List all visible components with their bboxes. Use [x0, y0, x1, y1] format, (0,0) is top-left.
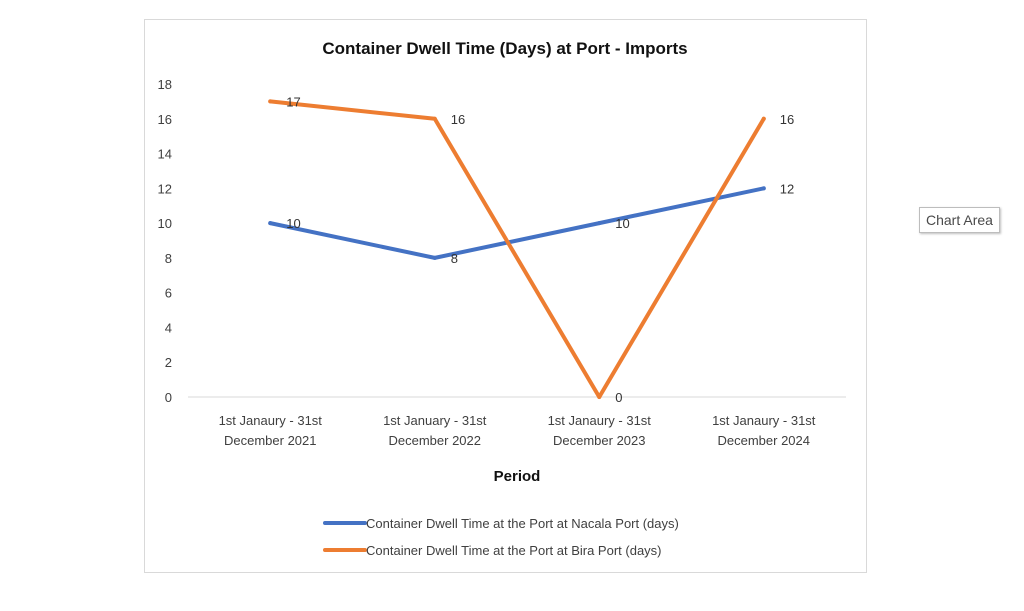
chart-area-tooltip: Chart Area — [919, 207, 1000, 233]
data-label: 8 — [451, 251, 458, 266]
x-tick-label-line: 1st Janaury - 31st — [548, 413, 652, 428]
x-tick-label-line: December 2022 — [389, 433, 482, 448]
legend: Container Dwell Time at the Port at Naca… — [323, 516, 679, 558]
data-point[interactable] — [268, 221, 273, 226]
data-label: 17 — [286, 94, 300, 109]
data-label: 10 — [615, 216, 629, 231]
data-point[interactable] — [432, 116, 437, 121]
y-tick-label: 4 — [165, 320, 172, 335]
data-label: 0 — [615, 390, 622, 405]
data-label: 16 — [780, 112, 794, 127]
data-point[interactable] — [597, 221, 602, 226]
x-tick-label: 1st Janaury - 31st December 2023 — [548, 413, 652, 448]
y-tick-label: 0 — [165, 390, 172, 405]
x-tick-label-line: December 2024 — [718, 433, 811, 448]
x-tick-label-line: 1st Janaury - 31st — [712, 413, 816, 428]
y-tick-label: 2 — [165, 355, 172, 370]
series-line-2[interactable] — [268, 99, 766, 399]
x-tick-label: 1st Janaury - 31st December 2024 — [712, 413, 816, 448]
x-tick-label: 1st Janaury - 31st December 2021 — [219, 413, 323, 448]
data-point[interactable] — [597, 395, 602, 399]
x-axis-title: Period — [494, 468, 541, 485]
legend-label: Container Dwell Time at the Port at Naca… — [366, 516, 679, 531]
data-label: 16 — [451, 112, 465, 127]
x-tick-label-line: December 2021 — [224, 433, 317, 448]
x-tick-label-line: 1st Janaury - 31st — [219, 413, 323, 428]
x-axis: 1st Janaury - 31st December 2021 1st Janua… — [219, 413, 816, 448]
x-tick-label: 1st January - 31st December 2022 — [383, 413, 487, 448]
data-point[interactable] — [268, 99, 273, 104]
series-line-1[interactable] — [268, 186, 766, 260]
data-label: 12 — [780, 181, 794, 196]
data-point[interactable] — [761, 116, 766, 121]
data-labels: 10 8 10 12 17 16 0 16 — [286, 94, 794, 405]
y-axis: 0 2 4 6 8 10 12 14 16 18 — [158, 77, 172, 405]
y-tick-label: 6 — [165, 286, 172, 301]
series-layer — [268, 99, 766, 399]
y-tick-label: 14 — [158, 147, 172, 162]
y-tick-label: 16 — [158, 112, 172, 127]
y-tick-label: 18 — [158, 77, 172, 92]
y-tick-label: 10 — [158, 216, 172, 231]
chart-area[interactable] — [144, 19, 867, 573]
x-tick-label-line: 1st January - 31st — [383, 413, 487, 428]
y-tick-label: 8 — [165, 251, 172, 266]
legend-label: Container Dwell Time at the Port at Bira… — [366, 543, 662, 558]
x-tick-label-line: December 2023 — [553, 433, 646, 448]
data-point[interactable] — [761, 186, 766, 191]
data-label: 10 — [286, 216, 300, 231]
data-point[interactable] — [432, 255, 437, 260]
chart-title: Container Dwell Time (Days) at Port - Im… — [322, 39, 687, 58]
y-tick-label: 12 — [158, 181, 172, 196]
